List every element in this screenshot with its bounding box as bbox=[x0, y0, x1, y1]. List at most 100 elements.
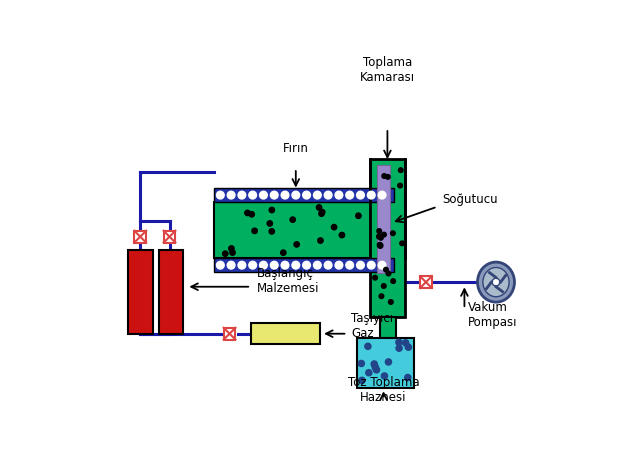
Bar bbox=[135, 231, 146, 243]
Circle shape bbox=[346, 262, 354, 269]
Text: Taşıyıcı
Gaz: Taşıyıcı Gaz bbox=[351, 312, 394, 340]
Circle shape bbox=[356, 191, 364, 199]
Circle shape bbox=[378, 191, 386, 199]
Bar bbox=[163, 231, 176, 243]
Bar bbox=[214, 188, 394, 202]
Circle shape bbox=[390, 231, 395, 235]
Circle shape bbox=[267, 221, 272, 226]
Circle shape bbox=[303, 262, 310, 269]
Circle shape bbox=[281, 250, 286, 256]
Circle shape bbox=[358, 360, 365, 366]
Circle shape bbox=[398, 183, 403, 188]
Circle shape bbox=[324, 262, 332, 269]
Bar bbox=[378, 165, 390, 273]
Circle shape bbox=[229, 246, 234, 251]
Circle shape bbox=[367, 262, 375, 269]
Circle shape bbox=[366, 370, 372, 376]
Circle shape bbox=[335, 262, 343, 269]
Text: Soğutucu: Soğutucu bbox=[442, 193, 497, 206]
Circle shape bbox=[404, 375, 411, 381]
Circle shape bbox=[372, 364, 378, 370]
Text: Vakum
Pompası: Vakum Pompası bbox=[469, 301, 518, 329]
Circle shape bbox=[271, 262, 278, 269]
Bar bbox=[128, 250, 153, 334]
Circle shape bbox=[378, 243, 383, 248]
Text: Toplama
Kamarası: Toplama Kamarası bbox=[360, 56, 415, 84]
Circle shape bbox=[396, 339, 402, 345]
Circle shape bbox=[374, 367, 379, 373]
Circle shape bbox=[356, 213, 361, 218]
Circle shape bbox=[269, 207, 274, 213]
Circle shape bbox=[381, 232, 387, 237]
Text: Başlangıç
Malzemesi: Başlangıç Malzemesi bbox=[257, 267, 320, 295]
Circle shape bbox=[403, 340, 409, 346]
Circle shape bbox=[379, 294, 384, 299]
Circle shape bbox=[381, 373, 388, 379]
Circle shape bbox=[228, 262, 235, 269]
Circle shape bbox=[319, 209, 325, 215]
Circle shape bbox=[303, 191, 310, 199]
Circle shape bbox=[385, 359, 392, 365]
Bar bbox=[251, 323, 320, 344]
Circle shape bbox=[230, 250, 235, 255]
Bar bbox=[358, 338, 414, 387]
Circle shape bbox=[367, 191, 375, 199]
Circle shape bbox=[386, 271, 391, 276]
Circle shape bbox=[294, 242, 299, 247]
Circle shape bbox=[249, 212, 254, 217]
Circle shape bbox=[313, 191, 321, 199]
Circle shape bbox=[238, 191, 246, 199]
Circle shape bbox=[388, 300, 393, 304]
Circle shape bbox=[381, 284, 386, 288]
Circle shape bbox=[217, 262, 224, 269]
Circle shape bbox=[217, 191, 224, 199]
Circle shape bbox=[385, 174, 390, 179]
Circle shape bbox=[378, 262, 386, 269]
Circle shape bbox=[346, 191, 354, 199]
Bar bbox=[159, 250, 183, 334]
Bar bbox=[370, 159, 405, 317]
Circle shape bbox=[492, 278, 500, 286]
Circle shape bbox=[238, 262, 246, 269]
Circle shape bbox=[379, 235, 383, 240]
Circle shape bbox=[245, 210, 250, 216]
Circle shape bbox=[249, 191, 256, 199]
Circle shape bbox=[260, 191, 267, 199]
Circle shape bbox=[319, 211, 324, 216]
Bar bbox=[381, 317, 396, 338]
Circle shape bbox=[313, 262, 321, 269]
Circle shape bbox=[317, 205, 322, 210]
Circle shape bbox=[377, 234, 381, 239]
Circle shape bbox=[405, 344, 412, 350]
Circle shape bbox=[331, 224, 337, 230]
Bar bbox=[214, 202, 394, 258]
Ellipse shape bbox=[478, 262, 515, 302]
Circle shape bbox=[269, 229, 274, 234]
Circle shape bbox=[356, 262, 364, 269]
Circle shape bbox=[396, 345, 402, 351]
Circle shape bbox=[373, 275, 378, 280]
Circle shape bbox=[252, 228, 257, 234]
Circle shape bbox=[292, 262, 299, 269]
Circle shape bbox=[222, 251, 228, 256]
Text: Fırın: Fırın bbox=[283, 142, 309, 155]
Circle shape bbox=[378, 242, 382, 247]
Circle shape bbox=[339, 232, 345, 238]
Circle shape bbox=[292, 191, 299, 199]
Circle shape bbox=[281, 191, 289, 199]
Circle shape bbox=[281, 262, 289, 269]
Circle shape bbox=[399, 168, 403, 173]
Circle shape bbox=[365, 343, 371, 349]
Circle shape bbox=[391, 279, 395, 284]
Circle shape bbox=[377, 229, 381, 233]
Circle shape bbox=[249, 262, 256, 269]
Circle shape bbox=[324, 191, 332, 199]
Bar bbox=[224, 328, 235, 339]
Circle shape bbox=[400, 241, 404, 245]
Circle shape bbox=[384, 267, 388, 272]
Circle shape bbox=[382, 174, 387, 178]
Circle shape bbox=[228, 191, 235, 199]
Text: Toz Toplama
Haznesi: Toz Toplama Haznesi bbox=[348, 376, 419, 404]
Bar bbox=[214, 258, 394, 272]
Circle shape bbox=[335, 191, 343, 199]
